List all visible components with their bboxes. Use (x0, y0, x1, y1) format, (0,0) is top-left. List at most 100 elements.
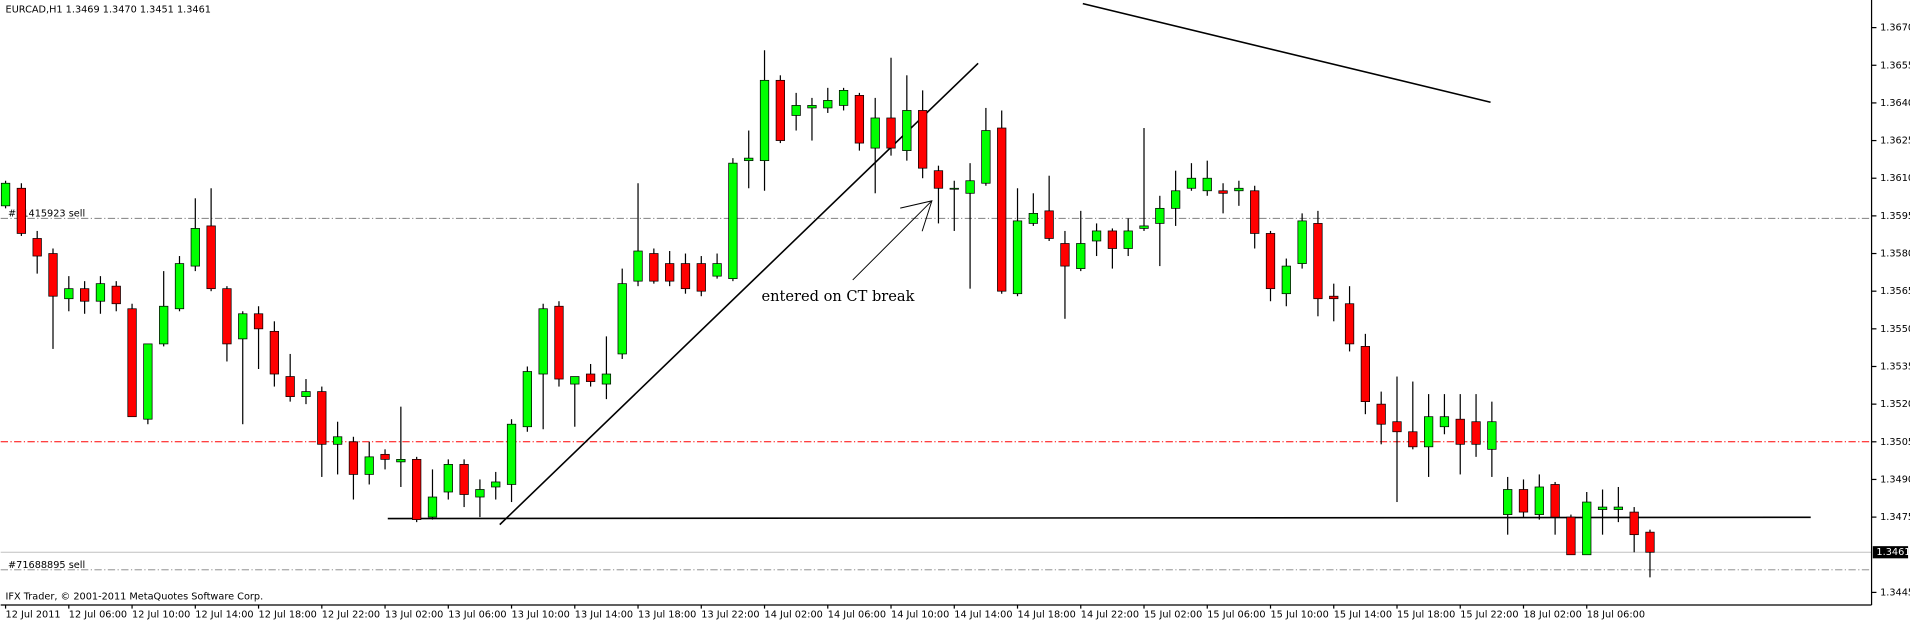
candle-body (1044, 210, 1054, 239)
candle-body (16, 187, 27, 234)
candle-body (475, 489, 485, 498)
candle-body (886, 117, 896, 149)
order-label: #71415923 sell (8, 209, 85, 220)
candle-body (902, 110, 912, 151)
candle-body (332, 436, 343, 445)
current-price-label: 1.3461 (1876, 547, 1910, 558)
candle-body (981, 130, 991, 184)
candle-body (269, 330, 279, 375)
candle-body (190, 228, 200, 267)
candles (0, 50, 1655, 578)
candle-body (0, 182, 11, 207)
candle-body (838, 90, 849, 106)
candle-body (1392, 421, 1402, 433)
candle-body (1313, 223, 1323, 300)
order-lines: #71415923 sell #71688895 sell (0, 209, 1872, 571)
candle-body (570, 376, 580, 385)
y-tick-label: 1.3490 (1880, 474, 1910, 485)
y-tick-label: 1.3655 (1880, 60, 1910, 71)
candle-body (1250, 190, 1260, 234)
y-tick-label: 1.3640 (1880, 98, 1910, 109)
candle-body (1202, 177, 1212, 192)
candle-body (1123, 230, 1133, 249)
candle-body (997, 127, 1007, 292)
candle-body (775, 79, 785, 141)
x-tick-label: 14 Jul 14:00 (954, 610, 1012, 621)
candle-body (285, 376, 295, 397)
candle-body (443, 464, 453, 493)
candle-body (1534, 486, 1544, 515)
x-tick-label: 12 Jul 2011 (6, 610, 61, 621)
candle-body (80, 288, 90, 302)
x-tick-label: 13 Jul 22:00 (701, 610, 759, 621)
x-tick-label: 15 Jul 18:00 (1397, 610, 1455, 621)
candle-body (1550, 484, 1560, 518)
annotation: entered on CT break (761, 288, 914, 305)
candle-body (1471, 421, 1481, 445)
candle-body (1186, 177, 1197, 189)
candle-body (933, 170, 944, 189)
x-tick-label: 13 Jul 10:00 (512, 610, 570, 621)
x-tick-label: 14 Jul 22:00 (1081, 610, 1139, 621)
x-tick-label: 12 Jul 06:00 (69, 610, 127, 621)
x-tick-label: 12 Jul 18:00 (259, 610, 317, 621)
candle-body (1297, 220, 1307, 264)
candle-body (633, 250, 643, 282)
candle-body (696, 263, 706, 292)
x-tick-label: 14 Jul 18:00 (1018, 610, 1076, 621)
candle-body (32, 238, 42, 257)
candle-body (127, 308, 137, 418)
x-tick-label: 15 Jul 02:00 (1144, 610, 1202, 621)
candle-body (1171, 190, 1181, 209)
candle-body (522, 371, 532, 428)
candle-body (48, 253, 58, 297)
x-tick-label: 13 Jul 14:00 (575, 610, 633, 621)
y-tick-label: 1.3475 (1880, 512, 1910, 523)
candle-body (1076, 243, 1086, 269)
candle-body (459, 464, 469, 495)
y-tick-label: 1.3520 (1880, 399, 1910, 410)
candle-body (1503, 489, 1513, 515)
candle-body (348, 441, 359, 475)
y-tick-label: 1.3535 (1880, 361, 1910, 372)
candle-body (1107, 230, 1118, 249)
candle-body (965, 180, 975, 194)
candle-body (554, 305, 564, 380)
candle-body (1218, 190, 1228, 194)
candle-body (1265, 233, 1276, 290)
axes: 1.3670 1.3655 1.3640 1.3625 1.3610 1.3595 1.35… (4, 23, 1910, 621)
candle-body (538, 308, 548, 375)
candle-body (617, 283, 627, 355)
candle-body (491, 481, 501, 488)
x-tick-label: 18 Jul 02:00 (1523, 610, 1581, 621)
trend-line-up (499, 62, 979, 526)
candle-body (728, 162, 738, 279)
candle-body (1566, 516, 1576, 556)
candle-body (1091, 230, 1102, 242)
y-tick-label: 1.3565 (1880, 286, 1910, 297)
candle-body (1439, 416, 1450, 428)
x-tick-label: 13 Jul 02:00 (385, 610, 443, 621)
candle-body (1155, 207, 1165, 224)
candle-body (1360, 346, 1370, 402)
candle-body (506, 423, 517, 485)
y-tick-label: 1.3505 (1880, 437, 1910, 448)
candle-body (680, 263, 691, 290)
order-label: #71688895 sell (8, 560, 85, 571)
candle-body (949, 187, 959, 190)
candle-body (1597, 506, 1608, 510)
candle-body (396, 459, 406, 463)
candle-body (1028, 213, 1038, 224)
x-tick-label: 12 Jul 10:00 (132, 610, 190, 621)
x-tick-label: 14 Jul 10:00 (891, 610, 949, 621)
candle-body (649, 253, 659, 282)
x-tick-label: 15 Jul 14:00 (1334, 610, 1392, 621)
candle-body (364, 456, 374, 475)
x-tick-label: 13 Jul 18:00 (638, 610, 696, 621)
candle-body (601, 373, 612, 385)
candle-body (854, 95, 865, 144)
chart-header: EURCAD,H1 1.3469 1.3470 1.3451 1.3461 (6, 5, 211, 16)
